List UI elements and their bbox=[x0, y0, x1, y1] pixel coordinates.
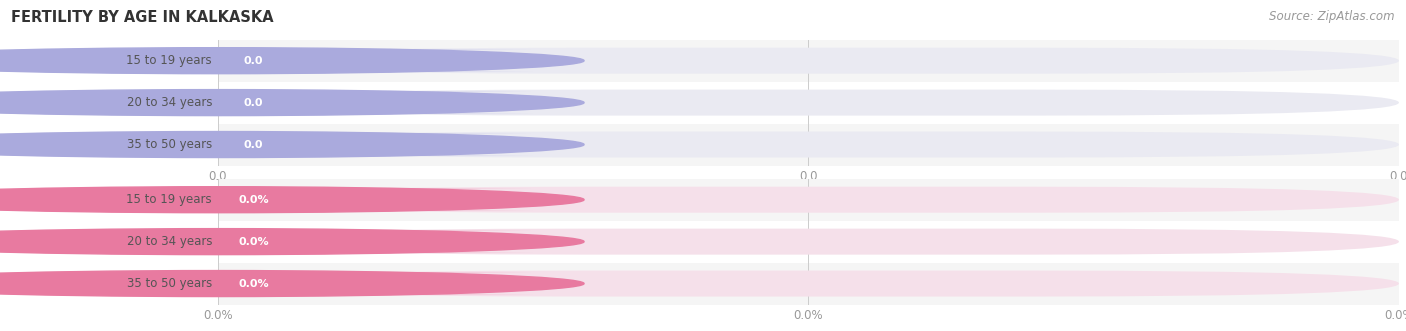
Text: 15 to 19 years: 15 to 19 years bbox=[127, 193, 212, 206]
FancyBboxPatch shape bbox=[0, 262, 1399, 305]
FancyBboxPatch shape bbox=[0, 82, 1399, 123]
Text: Source: ZipAtlas.com: Source: ZipAtlas.com bbox=[1270, 10, 1395, 23]
FancyBboxPatch shape bbox=[0, 123, 1399, 166]
Text: 20 to 34 years: 20 to 34 years bbox=[127, 96, 212, 109]
FancyBboxPatch shape bbox=[0, 133, 533, 156]
FancyBboxPatch shape bbox=[218, 131, 1399, 158]
Text: 0.0%: 0.0% bbox=[239, 279, 269, 289]
Text: 0.0: 0.0 bbox=[243, 98, 263, 108]
FancyBboxPatch shape bbox=[218, 270, 1399, 297]
Text: 35 to 50 years: 35 to 50 years bbox=[127, 277, 212, 290]
FancyBboxPatch shape bbox=[218, 48, 1399, 74]
FancyBboxPatch shape bbox=[218, 229, 1399, 255]
FancyBboxPatch shape bbox=[0, 231, 533, 253]
Text: 15 to 19 years: 15 to 19 years bbox=[127, 54, 212, 67]
FancyBboxPatch shape bbox=[0, 221, 1399, 262]
Text: 0.0: 0.0 bbox=[243, 56, 263, 66]
FancyBboxPatch shape bbox=[0, 40, 1399, 82]
Text: 0.0%: 0.0% bbox=[239, 237, 269, 247]
FancyBboxPatch shape bbox=[0, 179, 1399, 221]
Text: 0.0%: 0.0% bbox=[239, 195, 269, 205]
Circle shape bbox=[0, 131, 583, 158]
Circle shape bbox=[0, 187, 583, 213]
FancyBboxPatch shape bbox=[218, 90, 1399, 116]
FancyBboxPatch shape bbox=[0, 92, 533, 114]
Text: 35 to 50 years: 35 to 50 years bbox=[127, 138, 212, 151]
Text: FERTILITY BY AGE IN KALKASKA: FERTILITY BY AGE IN KALKASKA bbox=[11, 10, 274, 25]
FancyBboxPatch shape bbox=[0, 50, 533, 72]
Circle shape bbox=[0, 229, 583, 255]
FancyBboxPatch shape bbox=[0, 272, 533, 295]
Text: 20 to 34 years: 20 to 34 years bbox=[127, 235, 212, 248]
Circle shape bbox=[0, 48, 583, 74]
FancyBboxPatch shape bbox=[218, 187, 1399, 213]
FancyBboxPatch shape bbox=[0, 189, 533, 211]
Circle shape bbox=[0, 270, 583, 297]
Circle shape bbox=[0, 90, 583, 116]
Text: 0.0: 0.0 bbox=[243, 140, 263, 150]
